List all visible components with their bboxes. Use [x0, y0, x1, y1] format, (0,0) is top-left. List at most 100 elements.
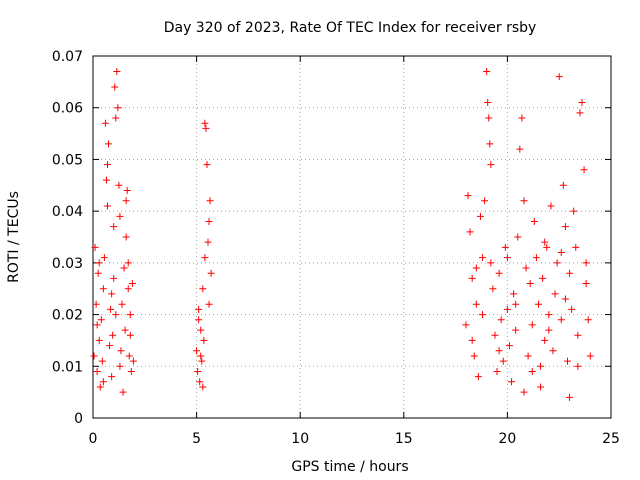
data-point — [528, 321, 536, 329]
data-point — [508, 378, 516, 386]
data-point — [487, 259, 495, 267]
data-point — [123, 186, 131, 194]
data-point — [199, 383, 207, 391]
data-point — [94, 269, 102, 277]
data-point — [487, 161, 495, 169]
data-point — [126, 311, 134, 319]
data-point — [124, 259, 132, 267]
data-point — [118, 300, 126, 308]
data-point — [95, 259, 103, 267]
x-tick-label: 25 — [602, 431, 620, 447]
y-tick-label: 0.01 — [52, 359, 83, 375]
data-point — [584, 316, 592, 324]
data-point — [110, 274, 118, 282]
data-point — [99, 285, 107, 293]
data-point — [582, 259, 590, 267]
data-point — [200, 336, 208, 344]
data-point — [501, 243, 509, 251]
data-point — [510, 290, 518, 298]
chart-title: Day 320 of 2023, Rate Of TEC Index for r… — [164, 20, 537, 36]
data-point — [197, 326, 205, 334]
data-point — [203, 161, 211, 169]
data-point — [111, 83, 119, 91]
data-point — [468, 336, 476, 344]
data-point — [512, 326, 520, 334]
data-point — [472, 264, 480, 272]
data-point — [124, 285, 132, 293]
data-point — [119, 388, 127, 396]
y-tick-label: 0.03 — [52, 256, 83, 272]
data-point — [576, 109, 584, 117]
data-point — [92, 300, 100, 308]
y-tick-label: 0 — [74, 411, 83, 427]
plot-frame — [92, 55, 612, 419]
data-point — [572, 243, 580, 251]
data-point — [474, 373, 482, 381]
data-point — [534, 300, 542, 308]
data-point — [520, 388, 528, 396]
data-point — [104, 161, 112, 169]
x-tick-label: 5 — [192, 431, 201, 447]
data-point — [112, 311, 120, 319]
data-point — [582, 280, 590, 288]
data-point — [204, 238, 212, 246]
data-point — [110, 223, 118, 231]
data-point — [483, 68, 491, 76]
data-point — [541, 238, 549, 246]
data-point — [129, 357, 137, 365]
data-point — [195, 316, 203, 324]
x-tick-label: 0 — [89, 431, 98, 447]
data-point — [497, 316, 505, 324]
data-point — [194, 367, 202, 375]
data-point — [543, 243, 551, 251]
data-point — [128, 280, 136, 288]
data-point — [557, 316, 565, 324]
data-point — [524, 352, 532, 360]
data-point — [549, 347, 557, 355]
y-tick-label: 0.02 — [52, 308, 83, 324]
data-point — [121, 326, 129, 334]
data-point — [512, 300, 520, 308]
data-point — [537, 383, 545, 391]
data-point — [97, 316, 105, 324]
data-points — [90, 68, 594, 401]
data-point — [479, 254, 487, 262]
data-point — [555, 73, 563, 81]
data-point — [98, 357, 106, 365]
data-point — [462, 321, 470, 329]
data-point — [574, 331, 582, 339]
data-point — [91, 243, 99, 251]
data-point — [486, 140, 494, 148]
data-point — [522, 264, 530, 272]
grid-lines — [93, 56, 611, 418]
data-point — [476, 212, 484, 220]
data-point — [106, 342, 114, 350]
data-point — [125, 352, 133, 360]
data-point — [499, 357, 507, 365]
data-point — [107, 305, 115, 313]
data-point — [105, 140, 113, 148]
data-point — [566, 269, 574, 277]
y-tick-label: 0.07 — [52, 49, 83, 65]
data-point — [518, 114, 526, 122]
data-point — [101, 119, 109, 127]
data-point — [561, 295, 569, 303]
data-point — [122, 197, 130, 205]
data-point — [116, 212, 124, 220]
data-point — [196, 378, 204, 386]
data-point — [472, 300, 480, 308]
data-point — [484, 99, 492, 107]
x-tick-label: 10 — [291, 431, 309, 447]
data-point — [495, 347, 503, 355]
data-point — [193, 347, 201, 355]
data-point — [108, 290, 116, 298]
x-tick-label: 20 — [498, 431, 516, 447]
data-point — [516, 145, 524, 153]
data-point — [205, 300, 213, 308]
data-point — [109, 331, 117, 339]
data-point — [205, 217, 213, 225]
y-axis-ticks: 0 0.01 0.02 0.03 0.04 0.05 0.06 0.07 — [52, 49, 611, 427]
data-point — [537, 362, 545, 370]
data-point — [90, 352, 98, 360]
